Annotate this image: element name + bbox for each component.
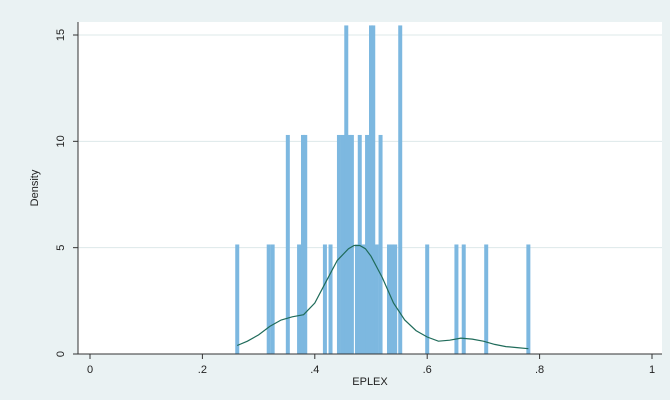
histogram-bar xyxy=(398,25,403,355)
x-tick-label: 1 xyxy=(649,364,655,376)
histogram-bar xyxy=(347,134,352,354)
histogram-bar xyxy=(386,244,391,354)
x-tick-label: .4 xyxy=(310,364,319,376)
histogram-bar xyxy=(526,244,531,354)
x-tick-label: .8 xyxy=(535,364,544,376)
y-tick-label: 15 xyxy=(55,29,67,41)
histogram-bar xyxy=(336,134,341,354)
x-axis-title: EPLEX xyxy=(352,376,388,388)
histogram-bar xyxy=(357,134,362,354)
histogram-bar xyxy=(235,244,240,354)
histogram-bar xyxy=(454,244,459,354)
histogram-bar xyxy=(285,134,290,354)
histogram-bar xyxy=(270,244,275,354)
y-axis-title: Density xyxy=(29,169,41,206)
histogram-bar xyxy=(340,134,345,354)
x-tick-label: 0 xyxy=(87,364,93,376)
histogram-bar xyxy=(369,25,373,355)
histogram-bar xyxy=(349,134,354,354)
histogram-bar xyxy=(354,244,359,354)
histogram-bar xyxy=(361,244,366,354)
histogram-bar xyxy=(461,244,466,354)
histogram-bar xyxy=(328,244,333,354)
histogram-bar xyxy=(266,244,271,354)
histogram-bar xyxy=(322,244,327,354)
histogram-bars xyxy=(235,25,531,355)
histogram-bar xyxy=(371,25,376,355)
histogram-bar xyxy=(374,244,379,354)
histogram-bar xyxy=(303,134,308,354)
histogram-bar xyxy=(425,244,430,354)
histogram-bar xyxy=(393,244,398,354)
histogram-bar xyxy=(300,134,305,354)
y-tick-label: 0 xyxy=(55,351,67,357)
x-tick-label: .6 xyxy=(423,364,432,376)
histogram-bar xyxy=(344,25,349,355)
histogram-bar xyxy=(378,134,383,354)
kernel-density-line xyxy=(236,244,529,350)
y-tick-label: 10 xyxy=(55,135,67,147)
y-tick-label: 5 xyxy=(55,245,67,251)
histogram-bar xyxy=(297,244,302,354)
x-tick-label: .2 xyxy=(198,364,207,376)
histogram-bar xyxy=(484,244,489,354)
histogram-bar xyxy=(365,134,370,354)
